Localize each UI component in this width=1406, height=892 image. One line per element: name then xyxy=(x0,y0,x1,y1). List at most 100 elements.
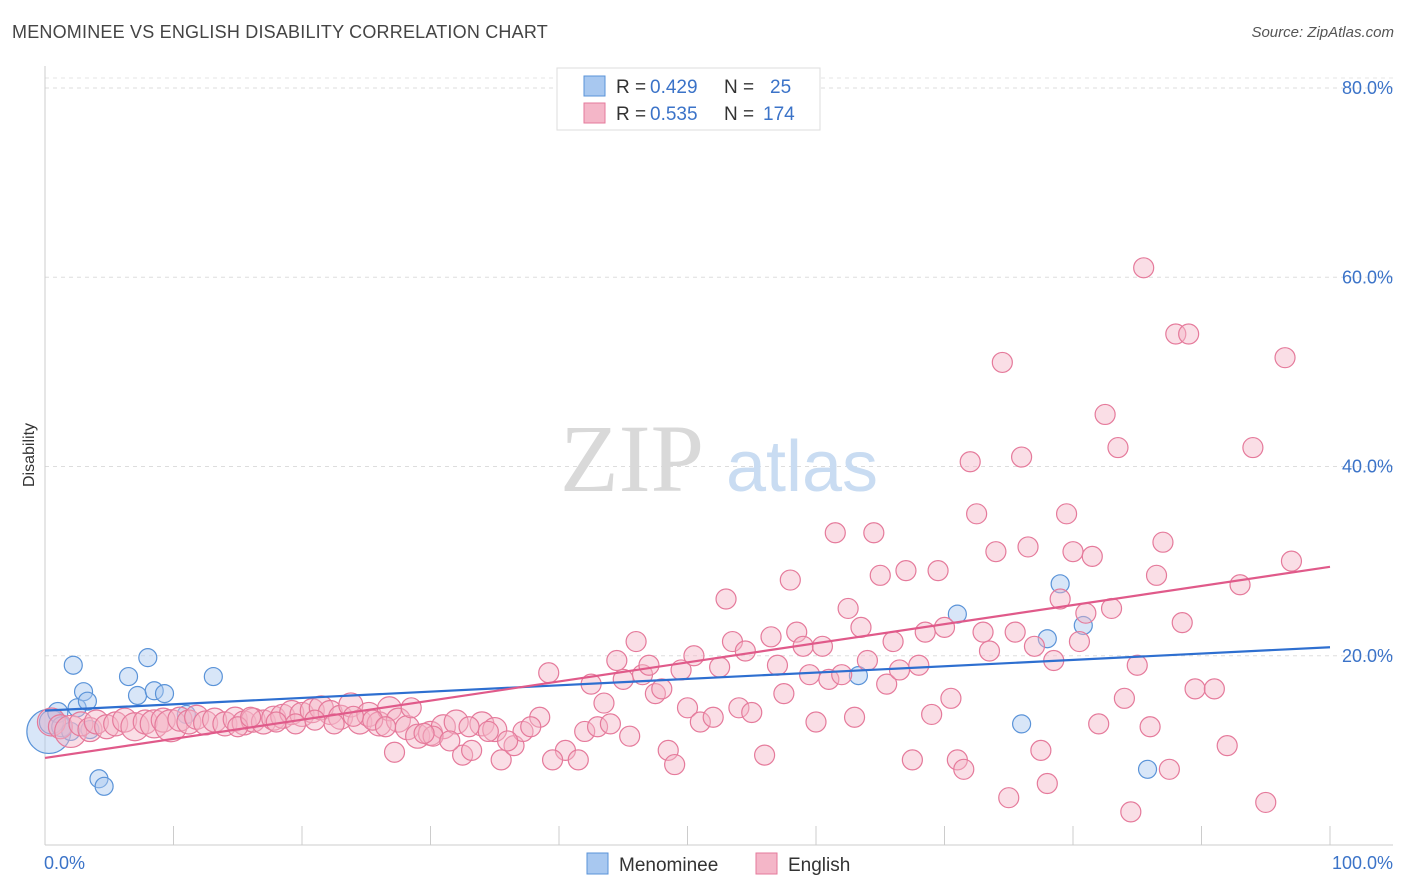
legend-n-value-menominee: 25 xyxy=(770,77,791,98)
english-point xyxy=(1126,654,1148,676)
english-point xyxy=(538,662,560,684)
english-point xyxy=(574,720,596,743)
english-point xyxy=(1004,621,1026,643)
english-point xyxy=(497,730,519,752)
english-point xyxy=(1158,758,1180,780)
english-point xyxy=(805,711,827,733)
english-point xyxy=(1088,713,1110,735)
y-tick-label-20: 20.0% xyxy=(1342,646,1393,666)
english-point xyxy=(760,626,782,648)
legend-n-label-menominee: N = xyxy=(724,77,754,98)
english-point xyxy=(619,725,641,747)
y-tick-label-60: 60.0% xyxy=(1342,267,1393,287)
english-point xyxy=(824,522,846,544)
english-point xyxy=(689,711,711,733)
english-point xyxy=(818,668,840,691)
english-point xyxy=(1017,536,1039,558)
menominee-point xyxy=(127,685,148,706)
english-point xyxy=(1107,436,1129,459)
english-point xyxy=(567,749,589,771)
english-point xyxy=(625,630,647,653)
english-point xyxy=(702,706,724,728)
series-legend-label-english: English xyxy=(788,855,850,876)
english-point xyxy=(400,697,422,719)
english-point xyxy=(1055,503,1078,525)
english-point xyxy=(940,687,962,709)
english-point xyxy=(1113,687,1136,709)
english-point xyxy=(741,701,763,724)
english-point xyxy=(850,616,872,638)
english-point xyxy=(1062,541,1084,563)
english-point xyxy=(953,758,975,780)
menominee-point xyxy=(154,683,175,704)
y-tick-label-80: 80.0% xyxy=(1342,78,1393,98)
legend-r-value-menominee: 0.429 xyxy=(650,77,698,98)
english-point xyxy=(1036,772,1058,795)
english-point xyxy=(458,716,480,738)
english-point xyxy=(1203,678,1225,700)
english-point xyxy=(1075,602,1097,624)
english-point xyxy=(773,682,795,705)
english-point xyxy=(734,640,756,662)
english-point xyxy=(933,616,956,638)
english-point xyxy=(927,559,949,582)
english-point xyxy=(908,654,930,676)
english-point xyxy=(811,635,834,657)
english-point xyxy=(786,621,808,643)
english-point xyxy=(586,716,609,738)
watermark-atlas: atlas xyxy=(726,427,878,507)
menominee-point xyxy=(1037,629,1057,649)
english-point xyxy=(374,716,397,738)
english-point xyxy=(1280,550,1303,572)
english-point xyxy=(1171,612,1193,634)
english-point xyxy=(1152,531,1174,553)
english-point xyxy=(520,716,542,738)
english-point xyxy=(779,569,801,591)
english-point xyxy=(863,522,885,544)
english-point xyxy=(1178,323,1200,345)
legend-r-label-english: R = xyxy=(616,104,646,125)
english-point xyxy=(998,787,1020,809)
english-point xyxy=(966,503,988,525)
english-point xyxy=(1049,588,1071,610)
english-point xyxy=(342,705,364,727)
menominee-point xyxy=(1050,574,1070,594)
series-legend-swatch-english xyxy=(755,852,778,875)
english-point xyxy=(715,588,737,610)
english-point xyxy=(606,649,628,672)
english-point xyxy=(139,709,169,739)
english-point xyxy=(1133,257,1155,279)
english-point xyxy=(657,739,679,761)
legend-n-value-english: 174 xyxy=(763,104,795,125)
menominee-point xyxy=(94,776,114,796)
english-point xyxy=(593,692,615,714)
english-point xyxy=(876,673,898,695)
menominee-point xyxy=(1137,759,1158,779)
english-point xyxy=(1030,739,1052,761)
chart-title: MENOMINEE VS ENGLISH DISABILITY CORRELAT… xyxy=(12,22,548,42)
legend-n-label-english: N = xyxy=(724,104,754,125)
english-point xyxy=(1120,801,1142,823)
english-point xyxy=(250,709,277,735)
series-english xyxy=(36,257,1303,823)
english-point xyxy=(1081,545,1103,567)
english-point xyxy=(676,697,699,719)
english-point xyxy=(798,664,821,686)
english-point xyxy=(843,706,866,728)
x-axis xyxy=(44,66,1393,846)
menominee-trend-line xyxy=(44,646,1331,712)
menominee-point xyxy=(118,666,139,687)
x-tick-label-right: 100.0% xyxy=(1332,853,1393,873)
english-point xyxy=(1139,716,1161,738)
legend-swatch-english xyxy=(583,102,606,124)
menominee-point xyxy=(73,682,94,702)
english-trend-line xyxy=(44,565,1331,760)
english-point xyxy=(831,664,853,686)
gridlines xyxy=(45,77,1393,657)
english-point xyxy=(856,649,879,672)
series-legend-swatch-menominee xyxy=(586,852,609,875)
english-point xyxy=(413,722,435,744)
english-point xyxy=(1094,403,1116,426)
menominee-point xyxy=(1011,714,1032,734)
